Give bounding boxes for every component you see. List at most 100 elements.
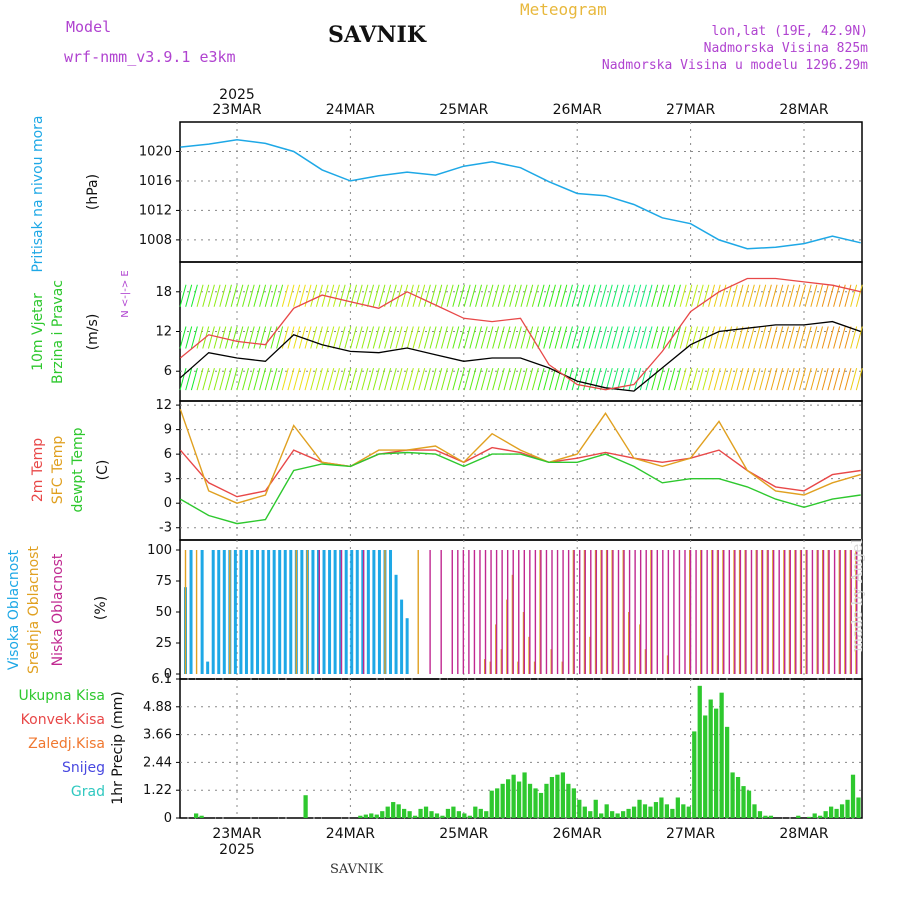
wind-barb-112-0 xyxy=(816,284,824,307)
cloud-bar-2-73 xyxy=(590,550,592,674)
cloud-bar-1-59 xyxy=(511,574,514,674)
cloud-bar-2-116 xyxy=(828,550,830,674)
wind-barb-106-0 xyxy=(781,284,789,307)
wind-barb-90-2 xyxy=(691,368,698,391)
wind-barb-92-2 xyxy=(702,368,710,391)
cloud-bar-1-60 xyxy=(517,661,519,674)
wind-barb-35-0 xyxy=(378,284,386,307)
wind-barb-78-1 xyxy=(622,326,630,349)
cloud-bar-0-4 xyxy=(206,661,210,674)
cloud-bar-1-8 xyxy=(229,550,231,674)
cloud-bar-2-97 xyxy=(723,550,725,674)
cloud-bar-0-21 xyxy=(300,550,304,674)
wind-barb-29-2 xyxy=(344,368,352,391)
wind-barb-5-1 xyxy=(207,326,215,349)
wind-barb-17-0 xyxy=(276,284,284,307)
bottom-time-label-3: 26MAR xyxy=(553,826,602,842)
cloud-bar-1-79 xyxy=(622,550,624,674)
wind-barb-9-1 xyxy=(230,326,238,349)
cloud-bar-2-69 xyxy=(567,550,570,674)
temp-line-2 xyxy=(179,451,861,525)
cloud-ylabel: (%) xyxy=(93,596,109,620)
precip-bar-62 xyxy=(533,788,538,818)
wind-barb-3-2 xyxy=(196,368,204,391)
wind-barb-80-0 xyxy=(634,284,642,307)
wind-barb-18-0 xyxy=(281,284,289,307)
wind-barb-13-0 xyxy=(253,284,261,307)
cloud-bar-2-87 xyxy=(667,550,670,674)
cloud-bar-2-54 xyxy=(484,550,487,674)
wind-barb-76-0 xyxy=(611,284,619,307)
wind-barb-79-0 xyxy=(628,284,636,307)
precip-bar-1 xyxy=(199,815,204,818)
precip-bar-84 xyxy=(653,802,659,818)
wind-barb-8-1 xyxy=(224,326,232,349)
cloud-bar-0-29 xyxy=(344,550,348,674)
wind-barb-14-2 xyxy=(259,368,267,391)
wind-barb-76-1 xyxy=(611,326,619,349)
precip-bar-20 xyxy=(303,795,308,818)
cloud-bar-0-6 xyxy=(217,550,221,674)
cloud-bar-1-91 xyxy=(689,550,691,674)
cloud-bar-2-44 xyxy=(429,550,431,674)
wind-barb-87-1 xyxy=(673,326,681,349)
wind-barb-29-1 xyxy=(344,326,352,349)
bottom-time-label-5: 28MAR xyxy=(779,826,828,842)
wind-barb-39-2 xyxy=(401,368,409,391)
wind-barb-102-2 xyxy=(759,368,767,391)
wind-barb-37-1 xyxy=(389,326,397,349)
precip-bar-52 xyxy=(478,808,483,818)
precip-bar-118 xyxy=(839,804,845,818)
cloud-bar-1-54 xyxy=(484,659,486,674)
wind-barb-52-0 xyxy=(475,284,483,307)
cloud-bar-1-74 xyxy=(594,550,597,674)
cloud-bar-2-57 xyxy=(501,550,503,674)
pressure-ylabel: (hPa) xyxy=(85,174,101,210)
cloud-bar-1-93 xyxy=(700,550,702,674)
wind-barb-59-0 xyxy=(514,284,522,307)
wind-barb-86-2 xyxy=(668,368,676,391)
wind-barb-81-1 xyxy=(639,326,647,349)
wind-barb-71-1 xyxy=(583,326,590,349)
precip-bar-60 xyxy=(522,772,527,818)
cloud-bar-1-118 xyxy=(838,550,841,674)
wind-barb-52-2 xyxy=(475,368,483,391)
wind-ylabel: (m/s) xyxy=(85,314,101,351)
cloud-bar-2-82 xyxy=(639,550,642,674)
wind-barb-28-0 xyxy=(338,284,346,307)
wind-barb-91-2 xyxy=(696,368,704,391)
precip-bar-34 xyxy=(380,811,385,818)
cloud-bar-1-73 xyxy=(589,636,591,674)
precip-bar-65 xyxy=(549,776,555,818)
cloud-bar-1-99 xyxy=(733,550,735,674)
wind-barb-44-2 xyxy=(429,368,437,391)
wind-barb-56-0 xyxy=(497,284,505,307)
wind-barb-71-0 xyxy=(583,284,590,307)
wind-barb-69-2 xyxy=(571,368,579,391)
pressure-ticklabel-1: 1016 xyxy=(139,174,172,189)
precip-bar-71 xyxy=(582,806,587,818)
wind-barb-29-0 xyxy=(344,284,352,307)
cloud-bar-0-28 xyxy=(339,550,343,674)
precip-bar-38 xyxy=(402,808,407,818)
wind-barb-85-0 xyxy=(662,284,670,307)
precip-legend-4: Grad xyxy=(71,784,105,800)
wind-barb-66-0 xyxy=(554,284,562,307)
precip-bar-104 xyxy=(763,815,768,818)
wind-barb-20-2 xyxy=(293,368,301,391)
cloud-bar-0-5 xyxy=(211,550,215,674)
wind-barb-38-1 xyxy=(395,326,403,349)
wind-barb-17-1 xyxy=(276,326,284,349)
precip-bar-95 xyxy=(714,708,719,818)
wind-barb-75-2 xyxy=(605,368,613,391)
cloud-bar-2-106 xyxy=(772,550,775,674)
wind-barb-70-0 xyxy=(577,284,585,307)
wind-barb-53-0 xyxy=(480,284,488,307)
cloud-bar-2-102 xyxy=(750,550,753,674)
wind-barb-31-2 xyxy=(355,368,363,391)
panel-frame-3 xyxy=(179,539,863,680)
cloud-bar-0-1 xyxy=(189,550,193,674)
cloud-bar-2-103 xyxy=(756,550,758,674)
wind-barb-107-1 xyxy=(787,326,795,349)
wind-barb-115-2 xyxy=(833,368,841,391)
